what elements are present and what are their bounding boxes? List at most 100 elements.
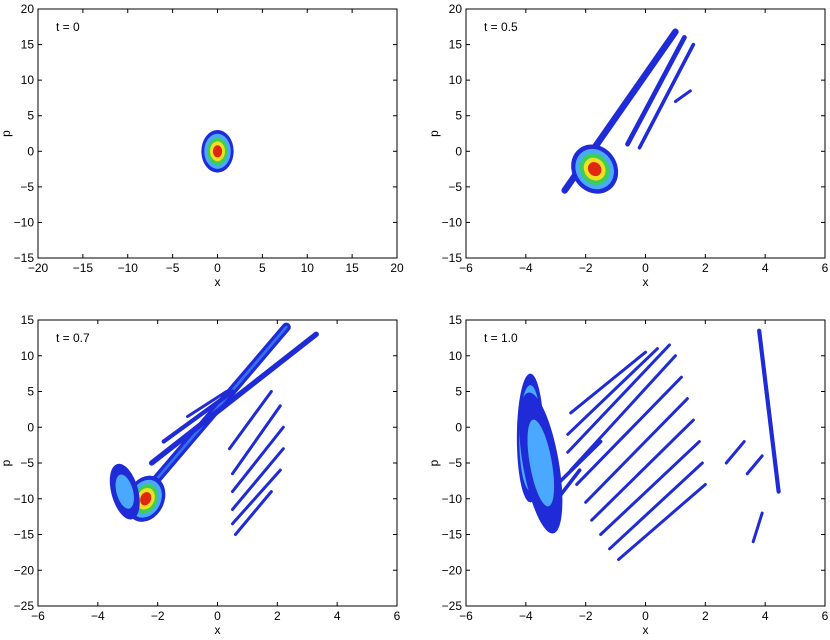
plot-area <box>201 129 234 173</box>
plot-frame <box>37 319 398 607</box>
x-tick-label: −6 <box>459 609 473 623</box>
fringe-stripe <box>751 511 764 544</box>
fringe-stripe <box>575 375 683 486</box>
y-tick-label: −5 <box>20 180 34 194</box>
fringe-stripe <box>233 490 273 536</box>
fringe-stripe <box>566 347 659 436</box>
x-axis-label: x <box>215 623 221 637</box>
contour-level-4 <box>212 145 223 158</box>
plot-area <box>516 328 781 562</box>
plot-area <box>109 322 319 536</box>
x-tick-label: −20 <box>28 261 49 275</box>
x-tick-label: 15 <box>345 261 359 275</box>
x-axis-label: x <box>643 275 649 289</box>
y-tick-label: −15 <box>14 251 35 265</box>
x-tick-label: 5 <box>259 261 266 275</box>
fringe-stripe <box>161 389 235 444</box>
panel-title: t = 1.0 <box>484 331 518 345</box>
y-tick-label: 15 <box>449 313 463 327</box>
panel-title: t = 0 <box>56 20 80 34</box>
x-tick-label: −2 <box>579 609 593 623</box>
y-axis-label: p <box>427 130 441 137</box>
fringe-stripe <box>148 331 319 466</box>
x-tick-label: −2 <box>579 261 593 275</box>
y-tick-label: −5 <box>448 456 462 470</box>
y-tick-label: 5 <box>455 385 462 399</box>
fringe-stripe <box>186 390 228 419</box>
fringe-stripe <box>724 440 746 465</box>
x-tick-label: 0 <box>642 261 649 275</box>
y-tick-label: 10 <box>21 73 35 87</box>
x-tick-label: −10 <box>118 261 139 275</box>
y-tick-label: 5 <box>27 109 34 123</box>
x-tick-label: 0 <box>214 609 221 623</box>
x-tick-label: 2 <box>702 261 709 275</box>
y-tick-label: −25 <box>14 599 35 613</box>
fringe-stripe <box>230 447 285 511</box>
y-tick-label: −10 <box>442 215 463 229</box>
y-tick-label: 0 <box>27 420 34 434</box>
x-tick-label: 4 <box>334 609 341 623</box>
x-tick-label: −6 <box>31 609 45 623</box>
x-tick-label: −2 <box>151 609 165 623</box>
y-tick-label: −10 <box>442 492 463 506</box>
x-tick-label: 0 <box>214 261 221 275</box>
y-tick-label: −20 <box>442 563 463 577</box>
panel-title: t = 0.5 <box>484 20 518 34</box>
y-tick-label: 15 <box>21 38 35 52</box>
y-tick-label: 5 <box>455 109 462 123</box>
y-tick-label: −5 <box>448 180 462 194</box>
y-axis-label: p <box>0 459 13 466</box>
fringe-stripe <box>608 461 704 551</box>
fringe-stripe <box>230 425 285 494</box>
y-tick-label: −5 <box>20 456 34 470</box>
y-tick-label: 5 <box>27 385 34 399</box>
fringe-stripe <box>230 404 282 476</box>
fringe-stripe <box>590 418 695 522</box>
x-tick-label: 6 <box>822 261 829 275</box>
x-axis-label: x <box>643 623 649 637</box>
contour-level-4 <box>140 492 152 506</box>
y-tick-label: 15 <box>449 38 463 52</box>
y-tick-label: −15 <box>442 251 463 265</box>
y-tick-label: 10 <box>449 73 463 87</box>
y-tick-label: −10 <box>14 215 35 229</box>
fringe-stripe <box>617 482 707 562</box>
x-tick-label: 6 <box>394 609 401 623</box>
y-axis-label: p <box>0 130 13 137</box>
fringe-stripe <box>745 454 764 476</box>
panel-t05: −6 −4 −2 0 2 4 6 −15 −10 −5 0 5 10 15 20 x p t = 0.5 <box>427 2 829 289</box>
fringe-stripe <box>230 468 282 526</box>
y-tick-label: −10 <box>14 492 35 506</box>
contour-level-4 <box>587 162 602 177</box>
x-tick-label: −4 <box>91 609 105 623</box>
y-tick-label: −15 <box>442 528 463 542</box>
fringe-stripe <box>673 89 692 103</box>
fringe-stripe <box>569 350 647 415</box>
fringe-stripe <box>625 35 687 147</box>
x-tick-label: −4 <box>519 261 533 275</box>
x-tick-label: 10 <box>301 261 315 275</box>
plot-area <box>561 28 696 194</box>
y-tick-label: −25 <box>442 599 463 613</box>
x-tick-label: −15 <box>73 261 94 275</box>
x-tick-label: 2 <box>702 609 709 623</box>
x-tick-label: −6 <box>459 261 473 275</box>
y-tick-label: 15 <box>21 313 35 327</box>
y-tick-label: 0 <box>27 144 34 158</box>
y-axis-label: p <box>427 459 441 466</box>
y-tick-label: −20 <box>14 563 35 577</box>
x-tick-label: 6 <box>822 609 829 623</box>
y-tick-label: −15 <box>14 528 35 542</box>
x-tick-label: −5 <box>166 261 180 275</box>
y-tick-label: 20 <box>21 2 35 16</box>
y-tick-label: 10 <box>449 349 463 363</box>
x-tick-label: 2 <box>274 609 281 623</box>
fringe-stripe <box>584 397 689 504</box>
fringe-stripe <box>757 328 781 494</box>
x-tick-label: 4 <box>762 261 769 275</box>
fringe-stripe <box>599 440 701 536</box>
